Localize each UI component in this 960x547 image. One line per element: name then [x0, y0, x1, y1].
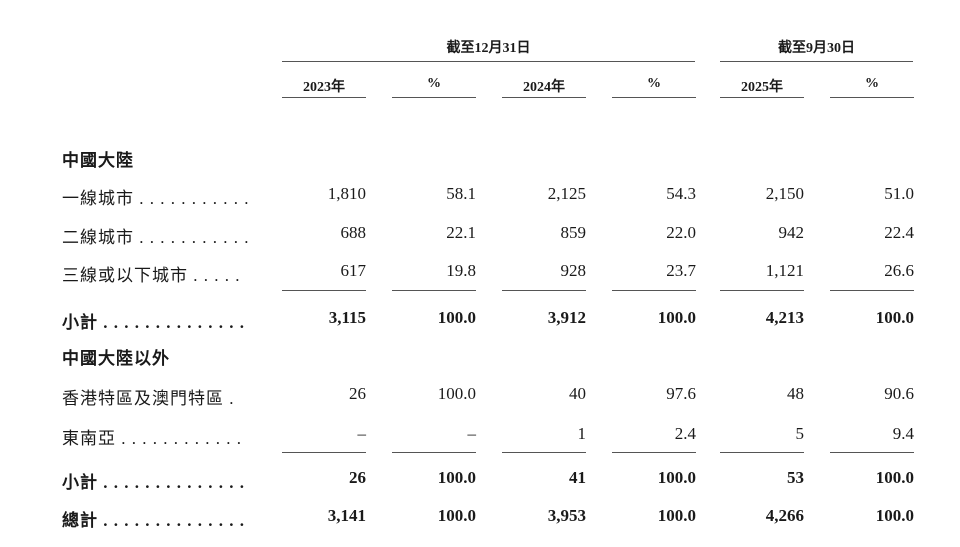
cell-value: 54.3 [666, 184, 696, 203]
subtotal-rule [830, 290, 914, 291]
cell-value: 617 [340, 261, 367, 280]
subtotal-rule [392, 452, 476, 453]
subtotal-rule [282, 290, 366, 291]
cell-value: 90.6 [884, 384, 914, 403]
column-header: 2023年 [303, 80, 345, 95]
subtotal-rule [502, 452, 586, 453]
cell-value: 3,953 [547, 506, 586, 525]
cell-value: 100.0 [437, 506, 476, 525]
row-label: 中國大陸以外 [62, 349, 170, 368]
cell-value: 9.4 [892, 424, 914, 443]
cell-value: 40 [569, 384, 586, 403]
cell-value: 1 [577, 424, 587, 443]
cell-value: 2.4 [674, 424, 696, 443]
cell-value: 4,213 [765, 308, 804, 327]
column-rule [612, 97, 696, 98]
table-row: 二線城市 . . . . . . . . . . . 688 22.1 859 22.0… [0, 223, 960, 247]
cell-value: 1,810 [327, 184, 366, 203]
cell-value: 26 [349, 468, 366, 487]
group-header-dec31: 截至12月31日 [446, 41, 531, 56]
column-header: % [427, 76, 441, 91]
cell-value: 100.0 [875, 308, 914, 327]
subtotal-rule [612, 452, 696, 453]
cell-value: 942 [778, 223, 805, 242]
subtotal-rule [612, 290, 696, 291]
table-row: 一線城市 . . . . . . . . . . . 1,810 58.1 2,125… [0, 184, 960, 208]
row-label: 小計 . . . . . . . . . . . . . . [62, 473, 245, 492]
subtotal-rule [720, 290, 804, 291]
cell-value: 100.0 [657, 506, 696, 525]
subtotal-rule [282, 452, 366, 453]
cell-value: 100.0 [437, 468, 476, 487]
cell-value: 41 [569, 468, 586, 487]
cell-value: 19.8 [446, 261, 476, 280]
cell-value: 26.6 [884, 261, 914, 280]
subtotal-rule [720, 452, 804, 453]
column-rule [720, 97, 804, 98]
table-row: 小計 . . . . . . . . . . . . . . 3,115 100.0… [0, 308, 960, 332]
subtotal-rule [392, 290, 476, 291]
table-row: 東南亞 . . . . . . . . . . . . – – 1 2.4 5 9.4 [0, 424, 960, 448]
cell-value: 97.6 [666, 384, 696, 403]
row-label: 總計 . . . . . . . . . . . . . . [62, 511, 245, 530]
row-label: 香港特區及澳門特區 . [62, 389, 235, 408]
row-label: 中國大陸 [62, 151, 134, 170]
row-label: 一線城市 . . . . . . . . . . . [62, 189, 250, 208]
cell-value: 100.0 [875, 468, 914, 487]
cell-value: 100.0 [437, 308, 476, 327]
table-row: 中國大陸以外 [0, 344, 960, 368]
row-label: 東南亞 . . . . . . . . . . . . [62, 429, 242, 448]
column-header: 2024年 [523, 80, 565, 95]
cell-value: 3,912 [547, 308, 586, 327]
table-row: 香港特區及澳門特區 . 26 100.0 40 97.6 48 90.6 [0, 384, 960, 408]
cell-value: 928 [560, 261, 587, 280]
subtotal-rule [830, 452, 914, 453]
cell-value: – [357, 424, 367, 443]
cell-value: 53 [787, 468, 804, 487]
column-header: % [647, 76, 661, 91]
group-rule [282, 61, 695, 62]
table-row: 三線或以下城市 . . . . . 617 19.8 928 23.7 1,121 26.6 [0, 261, 960, 285]
group-rule [720, 61, 913, 62]
cell-value: 5 [795, 424, 805, 443]
cell-value: 100.0 [437, 384, 476, 403]
cell-value: 23.7 [666, 261, 696, 280]
group-header-sep30: 截至9月30日 [778, 41, 855, 56]
table-row: 小計 . . . . . . . . . . . . . . 26 100.0 41 1… [0, 468, 960, 492]
cell-value: 100.0 [657, 468, 696, 487]
cell-value: 48 [787, 384, 804, 403]
row-label: 二線城市 . . . . . . . . . . . [62, 228, 250, 247]
column-rule [282, 97, 366, 98]
row-label: 小計 . . . . . . . . . . . . . . [62, 313, 245, 332]
cell-value: 3,141 [327, 506, 366, 525]
column-header: 2025年 [741, 80, 783, 95]
cell-value: 4,266 [765, 506, 804, 525]
cell-value: 22.0 [666, 223, 696, 242]
cell-value: 51.0 [884, 184, 914, 203]
cell-value: 100.0 [657, 308, 696, 327]
cell-value: – [467, 424, 477, 443]
cell-value: 3,115 [328, 308, 366, 327]
column-rule [502, 97, 586, 98]
column-header: % [865, 76, 879, 91]
column-rule [830, 97, 914, 98]
cell-value: 22.1 [446, 223, 476, 242]
cell-value: 688 [340, 223, 367, 242]
cell-value: 26 [349, 384, 366, 403]
cell-value: 2,125 [547, 184, 586, 203]
row-label: 三線或以下城市 . . . . . [62, 266, 241, 285]
cell-value: 2,150 [765, 184, 804, 203]
cell-value: 1,121 [765, 261, 804, 280]
table-row: 總計 . . . . . . . . . . . . . . 3,141 100.0… [0, 506, 960, 530]
cell-value: 58.1 [446, 184, 476, 203]
column-rule [392, 97, 476, 98]
table-row: 中國大陸 [0, 146, 960, 170]
subtotal-rule [502, 290, 586, 291]
cell-value: 22.4 [884, 223, 914, 242]
cell-value: 100.0 [875, 506, 914, 525]
cell-value: 859 [560, 223, 587, 242]
